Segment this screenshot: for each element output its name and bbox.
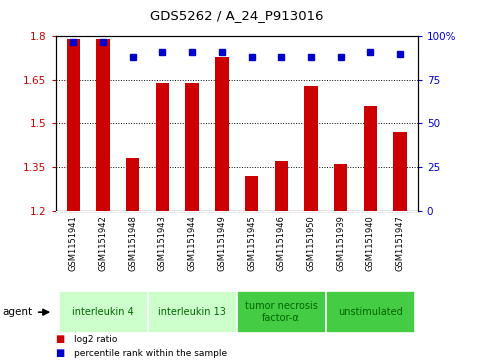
Text: GSM1151942: GSM1151942 [99,215,108,271]
Text: ■: ■ [56,348,65,358]
Bar [326,291,415,333]
Text: GSM1151949: GSM1151949 [217,215,227,271]
Bar [364,106,377,211]
Bar [58,291,148,333]
Text: GSM1151943: GSM1151943 [158,215,167,271]
Text: log2 ratio: log2 ratio [74,335,117,344]
Bar [67,39,80,211]
Bar [97,39,110,211]
Text: GSM1151948: GSM1151948 [128,215,137,271]
Bar [245,176,258,211]
Bar [185,83,199,211]
Bar [393,132,407,211]
Text: tumor necrosis
factor-α: tumor necrosis factor-α [245,301,318,323]
Text: GSM1151945: GSM1151945 [247,215,256,271]
Text: GSM1151944: GSM1151944 [187,215,197,271]
Bar [274,161,288,211]
Text: GSM1151940: GSM1151940 [366,215,375,271]
Text: interleukin 4: interleukin 4 [72,307,134,317]
Text: GSM1151946: GSM1151946 [277,215,286,271]
Bar [126,158,140,211]
Text: GSM1151947: GSM1151947 [396,215,404,271]
Text: GSM1151941: GSM1151941 [69,215,78,271]
Bar [304,86,318,211]
Text: unstimulated: unstimulated [338,307,403,317]
Text: GSM1151950: GSM1151950 [306,215,315,271]
Bar [156,83,169,211]
Bar [215,57,228,211]
Text: percentile rank within the sample: percentile rank within the sample [74,349,227,358]
Text: interleukin 13: interleukin 13 [158,307,226,317]
Bar [334,164,347,211]
Text: GSM1151939: GSM1151939 [336,215,345,271]
Text: GDS5262 / A_24_P913016: GDS5262 / A_24_P913016 [150,9,324,22]
Text: ■: ■ [56,334,65,344]
Bar [237,291,326,333]
Bar [148,291,237,333]
Text: agent: agent [2,307,32,317]
